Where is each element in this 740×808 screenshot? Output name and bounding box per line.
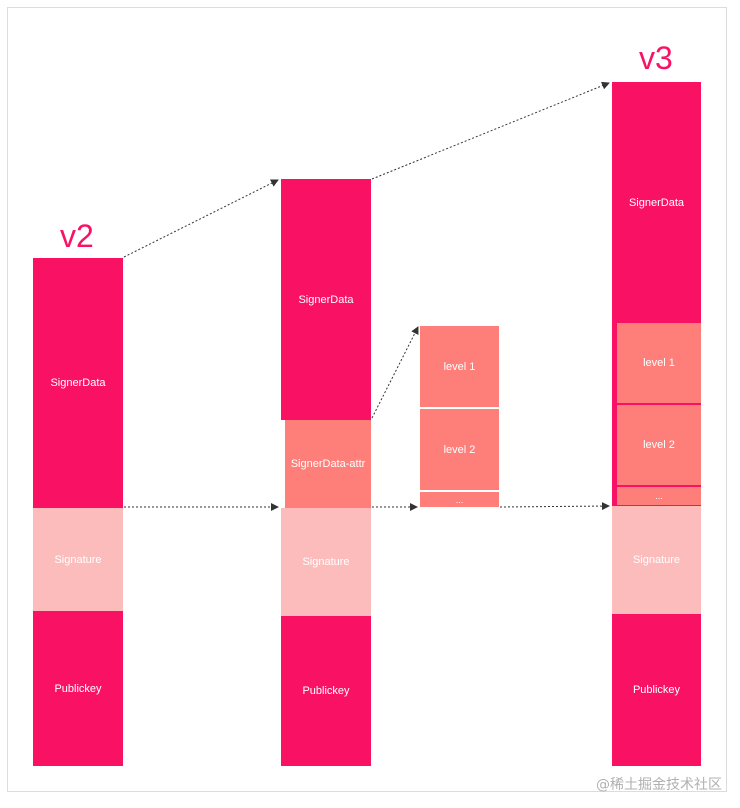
v2-publickey-block: Publickey	[33, 611, 123, 766]
v2-signature-block: Signature	[33, 508, 123, 611]
diagram-border	[7, 7, 727, 792]
version-label-v3: v3	[639, 40, 673, 76]
arrow-v2-to-mid-top	[123, 179, 279, 258]
watermark: @稀土掘金技术社区	[596, 777, 722, 793]
arrow-attr-to-levels	[371, 326, 419, 419]
v3-publickey-block: Publickey	[612, 614, 701, 766]
v2-signerdata-block: SignerData	[33, 258, 123, 508]
version-label-v2: v2	[60, 218, 94, 254]
mid-signerdata-block: SignerData	[281, 179, 371, 420]
mid-publickey-block: Publickey	[281, 616, 371, 766]
v3-signerdata-label: SignerData	[628, 197, 685, 209]
attr-level-more-block: ...	[420, 492, 499, 507]
arrow-mid-to-v3-top	[371, 81, 610, 180]
attr-level-2-block: level 2	[420, 409, 499, 490]
mid-signature-block: Signature	[281, 508, 371, 616]
attr-level-1-block: level 1	[420, 326, 499, 407]
v3-level-1-block: level 1	[617, 323, 701, 403]
v3-level-2-block: level 2	[617, 405, 701, 485]
mid-signerdata-attr-block: SignerData-attr	[285, 420, 371, 508]
v3-level-more-block: ...	[617, 487, 701, 505]
arrow-levels-to-v3-signature	[499, 502, 610, 511]
v3-signature-block: Signature	[612, 506, 701, 614]
